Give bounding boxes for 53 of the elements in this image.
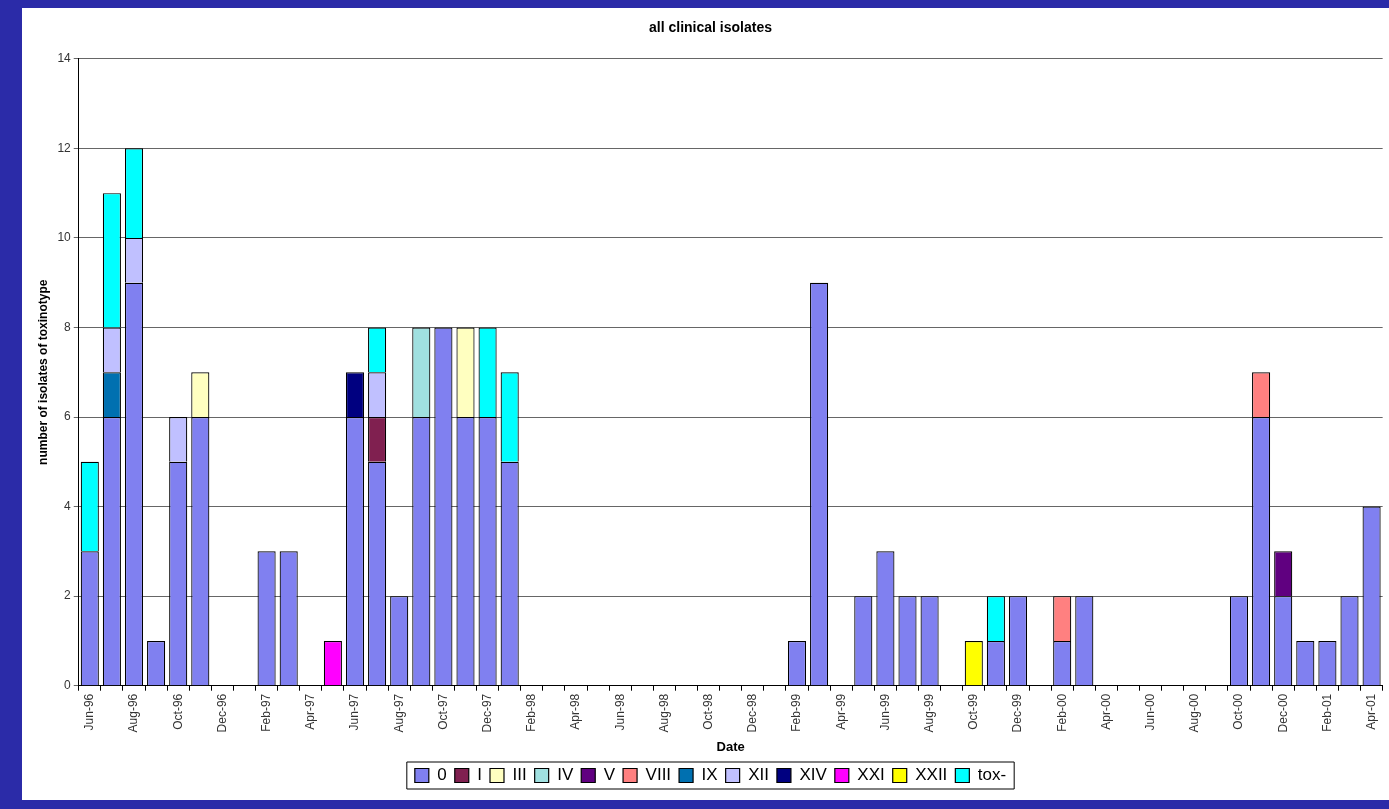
legend-label: IV xyxy=(557,765,574,785)
x-tick-label: Jun-97 xyxy=(347,693,362,731)
x-tick-label: Feb-01 xyxy=(1319,693,1334,732)
x-tick-label: Aug-97 xyxy=(391,693,406,733)
y-tick-label: 6 xyxy=(64,409,72,424)
x-tick-label: Apr-98 xyxy=(568,693,583,730)
legend-label: XIV xyxy=(799,765,828,785)
x-tick-label: Apr-00 xyxy=(1098,693,1113,730)
y-axis-title: number of isolates of toxinotype xyxy=(35,279,50,465)
x-tick-label: Feb-97 xyxy=(258,693,273,732)
x-tick-label: Dec-96 xyxy=(214,693,229,733)
x-tick-label: Jun-96 xyxy=(82,693,97,731)
legend-label: tox- xyxy=(977,765,1007,785)
y-tick-label: 8 xyxy=(64,319,72,334)
x-tick-label: Dec-98 xyxy=(745,693,760,733)
legend-label: XII xyxy=(748,765,769,785)
y-tick-label: 14 xyxy=(57,51,72,66)
chart-title: all clinical isolates xyxy=(649,19,773,36)
y-tick-label: 4 xyxy=(64,498,72,513)
y-tick-label: 0 xyxy=(64,678,72,693)
x-tick-label: Dec-99 xyxy=(1010,693,1025,733)
x-tick-label: Aug-00 xyxy=(1187,693,1202,733)
x-tick-label: Oct-00 xyxy=(1231,693,1246,730)
y-tick-label: 12 xyxy=(57,140,72,155)
legend-label: V xyxy=(603,765,616,785)
x-tick-label: Feb-98 xyxy=(524,693,539,732)
x-axis-title: Date xyxy=(716,738,745,754)
x-tick-label: Apr-97 xyxy=(303,693,318,730)
x-tick-label: Jun-99 xyxy=(877,693,892,731)
legend-label: XXI xyxy=(857,765,885,785)
legend-label: 0 xyxy=(437,765,447,785)
x-tick-label: Oct-99 xyxy=(966,693,981,730)
legend-label: I xyxy=(477,765,482,785)
x-tick-label: Oct-96 xyxy=(170,693,185,730)
x-tick-label: Aug-99 xyxy=(921,693,936,733)
x-tick-label: Dec-97 xyxy=(479,693,494,733)
legend-label: VIII xyxy=(645,765,672,785)
x-tick-label: Apr-01 xyxy=(1363,693,1378,730)
x-tick-label: Apr-99 xyxy=(833,693,848,730)
legend-label: XXII xyxy=(915,765,948,785)
x-tick-label: Feb-00 xyxy=(1054,693,1069,732)
y-tick-label: 10 xyxy=(57,230,72,245)
legend-label: IX xyxy=(701,765,718,785)
y-tick-label: 2 xyxy=(64,588,72,603)
x-tick-label: Oct-98 xyxy=(700,693,715,730)
x-tick-label: Oct-97 xyxy=(435,693,450,730)
x-tick-label: Aug-98 xyxy=(656,693,671,733)
x-tick-label: Aug-96 xyxy=(126,693,141,733)
legend-label: III xyxy=(512,765,527,785)
x-tick-label: Feb-99 xyxy=(789,693,804,732)
x-tick-label: Jun-98 xyxy=(612,693,627,731)
x-tick-label: Dec-00 xyxy=(1275,693,1290,733)
x-tick-label: Jun-00 xyxy=(1142,693,1157,731)
